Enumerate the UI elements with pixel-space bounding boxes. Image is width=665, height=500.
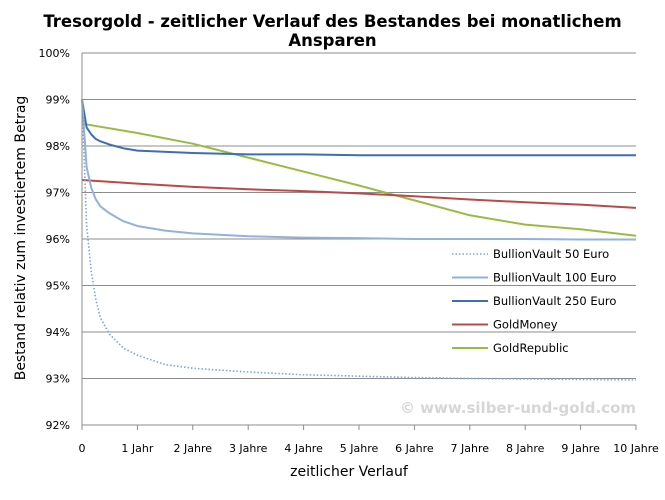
legend-label-2: BullionVault 250 Euro — [493, 294, 616, 308]
legend: BullionVault 50 Euro BullionVault 100 Eur… — [452, 247, 616, 355]
y-tick-label: 97% — [46, 187, 70, 200]
series-line-0 — [81, 99, 637, 381]
x-tick-label: 0 — [79, 442, 86, 455]
y-tick-label: 98% — [46, 140, 70, 153]
x-tick-label: 3 Jahre — [229, 442, 268, 455]
legend-label-4: GoldRepublic — [493, 341, 569, 355]
chart-title: Tresorgold - zeitlicher Verlauf des Best… — [43, 12, 622, 50]
y-tick-label: 94% — [46, 326, 70, 339]
legend-label-0: BullionVault 50 Euro — [493, 247, 609, 261]
y-tick-label: 96% — [46, 233, 70, 246]
y-tick-label: 92% — [46, 419, 70, 432]
axis-layer: 92% 93% 94% 95% 96% 97% 98% 99% 100% 0 1 Jahr 2 Jah… — [39, 47, 659, 455]
y-tick-label: 100% — [39, 47, 70, 60]
series-line-2 — [81, 99, 636, 157]
x-tick-label: 5 Jahre — [340, 442, 379, 455]
x-tick-label: 1 Jahr — [121, 442, 153, 455]
legend-label-1: BullionVault 100 Euro — [493, 271, 616, 285]
x-tick-label: 6 Jahre — [395, 442, 434, 455]
series-layer — [81, 99, 637, 381]
x-axis-label: zeitlicher Verlauf — [290, 464, 409, 480]
x-tick-label: 8 Jahre — [506, 442, 545, 455]
series-line-1 — [81, 99, 636, 241]
x-tick-label: 2 Jahre — [174, 442, 213, 455]
x-tick-label: 9 Jahre — [561, 442, 600, 455]
y-tick-label: 99% — [46, 94, 70, 107]
y-axis-label: Bestand relativ zum investiertem Betrag — [13, 96, 29, 381]
series-line-4 — [81, 122, 637, 237]
watermark-text: © www.silber-und-gold.com — [400, 399, 636, 417]
x-tick-label: 10 Jahre — [613, 442, 659, 455]
legend-label-3: GoldMoney — [493, 318, 558, 332]
y-tick-label: 93% — [46, 373, 70, 386]
x-tick-label: 7 Jahre — [451, 442, 490, 455]
series-line-3 — [81, 178, 637, 209]
x-tick-label: 4 Jahre — [284, 442, 323, 455]
y-tick-label: 95% — [46, 280, 70, 293]
